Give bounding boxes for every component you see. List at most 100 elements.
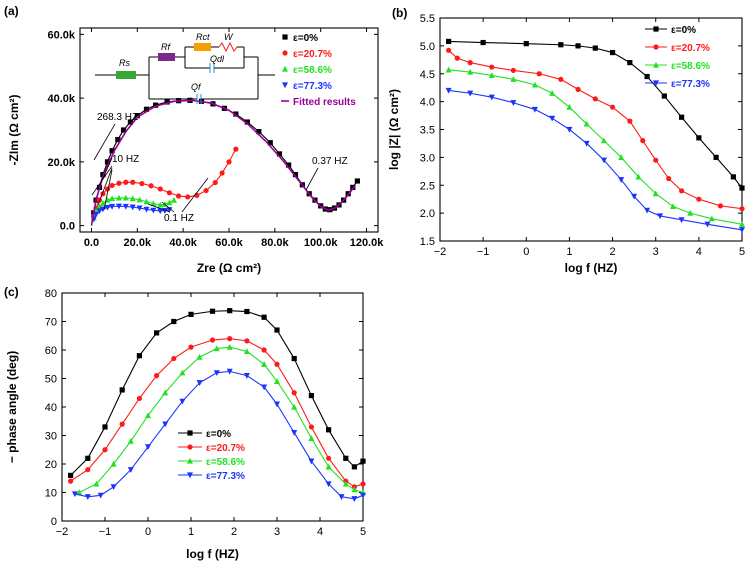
series-20-7: [446, 47, 745, 212]
legend-swatch: [282, 82, 288, 89]
data-point: [592, 45, 598, 51]
data-point: [109, 195, 116, 202]
data-point: [166, 190, 172, 196]
series-58-6: [76, 343, 366, 496]
data-point: [583, 120, 590, 127]
data-point: [110, 484, 117, 490]
legend-label: ε=0%: [671, 25, 696, 36]
panel-label-c: (c): [4, 285, 19, 299]
data-point: [325, 481, 332, 488]
data-point: [97, 492, 104, 499]
data-point: [549, 115, 556, 122]
data-point: [122, 203, 129, 210]
rct-resistor: [194, 43, 211, 51]
data-point: [226, 159, 232, 165]
series-b: [445, 38, 745, 234]
data-point: [445, 87, 452, 94]
data-point: [136, 395, 142, 402]
annotation-0-37hz: 0.37 HZ: [312, 156, 348, 167]
data-point: [244, 338, 250, 344]
data-point: [308, 393, 314, 399]
legend-item-fitted-results: Fitted results: [281, 97, 356, 108]
x-tick-label: 0: [523, 246, 529, 258]
data-point: [115, 194, 122, 201]
data-point: [635, 173, 642, 180]
x-tick-label: −2: [434, 246, 447, 258]
series-20-7: [68, 336, 366, 490]
data-point: [130, 179, 136, 185]
data-point: [233, 146, 239, 152]
x-tick-label: 1: [566, 246, 572, 258]
data-point: [109, 203, 116, 210]
data-point: [157, 186, 163, 192]
y-tick-label: 5.0: [420, 41, 435, 53]
y-tick-label: 4.5: [420, 69, 435, 81]
data-point: [489, 64, 495, 70]
series-line: [448, 69, 743, 225]
data-point: [188, 344, 194, 350]
data-point: [286, 162, 292, 168]
data-point: [244, 308, 250, 315]
data-point: [708, 215, 715, 222]
data-point: [185, 194, 191, 200]
data-point: [96, 208, 103, 215]
legend-item-0: ε=0%: [178, 429, 231, 440]
panel-label-b: (b): [392, 6, 407, 20]
y-tick-label: 30: [45, 431, 57, 443]
data-point: [188, 311, 194, 317]
rct-label: Rct: [196, 32, 210, 42]
data-point: [291, 355, 297, 362]
data-point: [196, 380, 203, 386]
data-point: [644, 73, 650, 80]
data-point: [326, 427, 332, 433]
data-point: [454, 55, 460, 61]
data-point: [558, 76, 564, 82]
data-point: [351, 464, 357, 470]
data-point: [129, 204, 136, 211]
data-point: [162, 389, 169, 396]
equivalent-circuit: [95, 41, 275, 104]
series-77-3: [71, 368, 366, 502]
data-point: [292, 172, 299, 178]
legend-item-20-7: ε=20.7%: [178, 443, 245, 454]
data-point: [85, 455, 91, 461]
series-a: [90, 97, 360, 226]
data-point: [261, 361, 268, 367]
data-point: [291, 390, 297, 396]
data-point: [351, 496, 358, 502]
legend-label: ε=0%: [206, 429, 231, 440]
data-point: [360, 481, 366, 487]
data-point: [678, 217, 685, 224]
y-tick-label: 10: [45, 488, 57, 500]
rs-label: Rs: [119, 58, 130, 68]
data-point: [143, 198, 150, 205]
legend-item-58-6: ε=58.6%: [178, 457, 245, 468]
series-line: [448, 89, 743, 231]
data-point: [143, 106, 150, 112]
data-point: [600, 137, 607, 144]
data-point: [256, 128, 262, 135]
data-point: [661, 93, 667, 99]
legend-swatch: [653, 44, 659, 50]
series-77-3: [445, 87, 745, 234]
x-tick-label: 2: [231, 526, 237, 538]
data-point: [467, 68, 474, 75]
data-point: [104, 204, 111, 211]
data-point: [164, 99, 170, 105]
data-point: [679, 188, 685, 194]
data-point: [209, 337, 216, 343]
data-point: [129, 195, 136, 202]
legend-label: ε=77.3%: [206, 471, 245, 482]
panel-label-a: (a): [4, 4, 19, 18]
legend-label: ε=58.6%: [671, 61, 710, 72]
annotation-10hz: 10 HZ: [112, 154, 139, 165]
legend-a: ε=0% ε=20.7% ε=58.6% ε=77.3% Fitted results: [281, 33, 356, 108]
data-point: [713, 154, 719, 160]
y-axis-label: − phase angle (deg): [5, 351, 19, 463]
data-point: [115, 136, 121, 143]
legend-c: ε=0% ε=20.7% ε=58.6% ε=77.3%: [178, 429, 245, 482]
data-point: [523, 41, 529, 47]
arrow-10hz-2: [97, 167, 113, 206]
series-c: [68, 308, 366, 502]
